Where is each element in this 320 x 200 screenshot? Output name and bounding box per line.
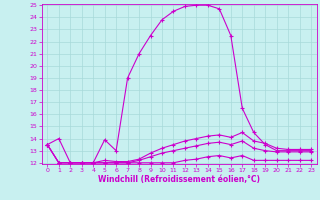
X-axis label: Windchill (Refroidissement éolien,°C): Windchill (Refroidissement éolien,°C) [98, 175, 260, 184]
